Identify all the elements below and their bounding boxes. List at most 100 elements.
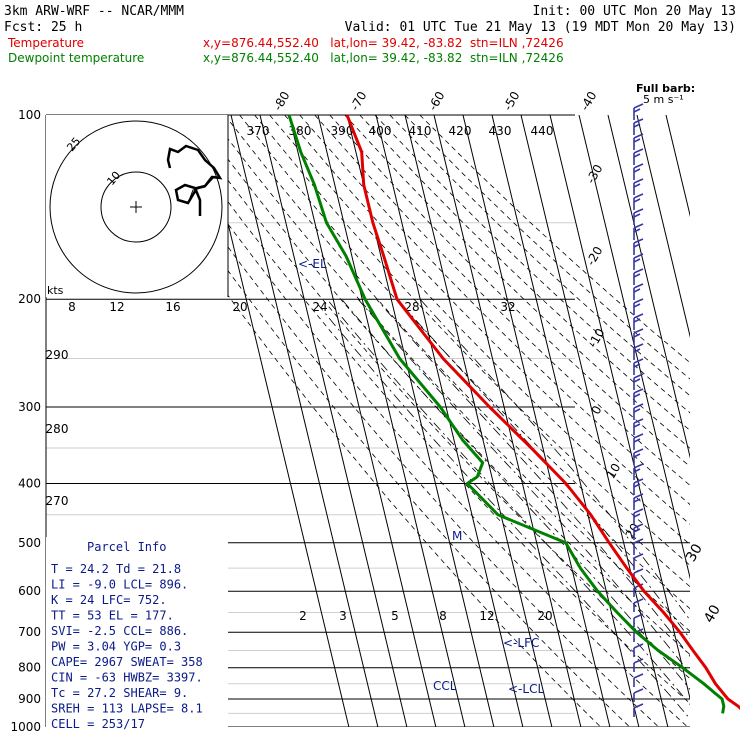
legend-dewpoint-name: Dewpoint temperature <box>8 51 144 65</box>
theta-label-left: 280 <box>46 422 69 436</box>
wind-barb-flag <box>633 363 641 368</box>
isotherm-label-top: -40 <box>578 89 600 113</box>
legend-dewpoint-info: x,y=876.44,552.40 lat,lon= 39.42, -83.82… <box>203 51 564 65</box>
isotherm-line <box>230 115 379 727</box>
theta-label-left: 270 <box>46 494 69 508</box>
parcel-info-row: PW = 3.04 YGP= 0.3 <box>51 640 181 654</box>
dry-adiabat-line <box>284 115 690 525</box>
mixing-ratio-label-low: 3 <box>339 609 347 623</box>
hodograph-ring <box>49 120 223 294</box>
wind-barb <box>633 148 644 165</box>
wind-barb-flag <box>633 253 644 259</box>
wind-barb-flag <box>633 148 644 154</box>
wind-barb-flag <box>633 123 641 128</box>
theta-label-top: 430 <box>489 124 512 138</box>
mixing-ratio-label: 32 <box>500 300 515 314</box>
wind-barb-flag <box>633 463 644 469</box>
wind-barb-flag <box>633 438 641 443</box>
moist-adiabat-line <box>313 298 690 720</box>
legend-temperature-info: x,y=876.44,552.40 lat,lon= 39.42, -83.82… <box>203 36 564 50</box>
parcel-info-box: Parcel Info T = 24.2 Td = 21.8 LI = -9.0 … <box>46 537 228 731</box>
isotherm-label-right: 10 <box>604 461 624 481</box>
wind-barb-flag <box>633 183 641 188</box>
parcel-info-row: K = 24 LFC= 752. <box>51 593 167 607</box>
wind-barb-flag <box>633 433 644 439</box>
dry-adiabat-line <box>119 115 631 727</box>
wind-barb-flag <box>633 453 641 458</box>
wind-barb-flag <box>633 393 641 398</box>
dewpoint-curve <box>287 114 726 714</box>
pressure-tick-label: 400 <box>18 476 41 490</box>
parcel-info-row: Tc = 27.2 SHEAR= 9. <box>51 686 188 700</box>
model-title: 3km ARW-WRF -- NCAR/MMM <box>4 4 184 19</box>
wind-barb-flag <box>633 328 644 334</box>
isotherm-label-top: -80 <box>271 89 293 113</box>
wind-barb-flag <box>633 528 641 533</box>
wind-barb <box>633 703 644 717</box>
wind-barbs <box>633 103 644 717</box>
theta-label-top: 400 <box>369 124 392 138</box>
dry-adiabat-line <box>224 115 690 610</box>
pressure-tick-label: 100 <box>18 108 41 122</box>
mixing-ratio-label: 16 <box>165 300 180 314</box>
wind-barb <box>633 223 644 240</box>
forecast-hour: Fcst: 25 h <box>4 20 82 35</box>
wind-barb-flag <box>633 538 644 544</box>
wind-barb <box>633 208 644 225</box>
isotherm-line <box>375 115 524 727</box>
wind-barb-flag <box>633 408 641 413</box>
moist-adiabat-line <box>396 298 690 640</box>
wind-barb-flag <box>633 288 641 293</box>
wind-barb-flag <box>633 133 644 139</box>
wind-barb-flag <box>633 418 644 424</box>
wind-barb-flag <box>633 493 644 499</box>
wind-barb <box>633 523 644 540</box>
theta-label-top: 420 <box>449 124 472 138</box>
wind-barb <box>633 493 644 510</box>
wind-barb <box>633 358 644 375</box>
wind-barb-flag <box>633 283 644 289</box>
mixing-ratio-label-low: 2 <box>299 609 307 623</box>
wind-barb-flag <box>633 313 644 319</box>
wind-barb <box>633 673 644 687</box>
annotation-label: M <box>452 529 462 543</box>
wind-barb <box>633 193 644 210</box>
isotherm-line <box>520 115 669 727</box>
wind-barb-flag <box>633 273 641 278</box>
wind-barb-flag <box>633 513 641 518</box>
isotherm-line <box>607 115 690 459</box>
wind-barb-flag <box>633 138 641 143</box>
wind-barb-flag <box>633 673 644 679</box>
wind-barb-flag <box>633 228 641 233</box>
wind-barb <box>633 163 644 180</box>
wind-barb <box>633 118 644 135</box>
isotherm-line <box>404 115 553 727</box>
wind-barb <box>633 313 644 330</box>
mixing-ratio-label: 20 <box>232 300 247 314</box>
wind-barb <box>633 418 644 435</box>
wind-barb <box>633 508 644 525</box>
isotherm-label-right: 30 <box>683 541 706 564</box>
theta-label-top: 370 <box>247 124 270 138</box>
wind-barb-flag <box>633 468 641 473</box>
dry-adiabat-line <box>374 115 690 414</box>
isotherm-label-top: -70 <box>348 89 370 113</box>
wind-barb-flag <box>633 523 644 529</box>
parcel-info-title: Parcel Info <box>87 540 166 554</box>
wind-barb <box>633 553 644 570</box>
wind-barb-flag <box>633 163 644 169</box>
dry-adiabat-line <box>104 115 602 727</box>
dry-adiabat-line <box>179 115 690 680</box>
wind-barb-flag <box>633 448 644 454</box>
isotherm-label-top: -60 <box>426 89 448 113</box>
isotherm-label-right: -30 <box>584 162 606 186</box>
wind-barb <box>633 538 644 555</box>
wind-barb-flag <box>633 423 641 428</box>
mixing-ratio-label-low: 8 <box>439 609 447 623</box>
theta-label-top: 440 <box>531 124 554 138</box>
wind-barb-flag <box>633 478 644 484</box>
wind-barb <box>633 478 644 495</box>
wind-barb-flag <box>633 658 644 664</box>
wind-barb <box>633 388 644 405</box>
isotherm-label-right: 40 <box>701 602 724 625</box>
